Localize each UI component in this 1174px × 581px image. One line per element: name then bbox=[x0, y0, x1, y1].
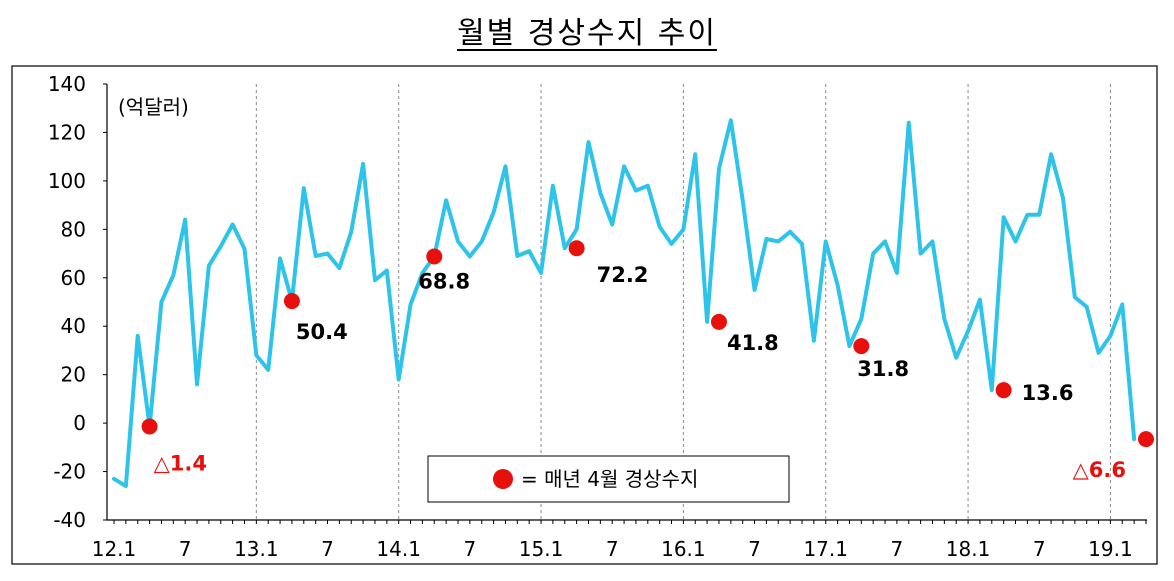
y-tick-label: 120 bbox=[48, 120, 86, 144]
series bbox=[112, 118, 1137, 489]
x-tick-label: 7 bbox=[606, 537, 619, 561]
x-tick-label: 16.1 bbox=[661, 537, 706, 561]
x-tick-label: 17.1 bbox=[803, 537, 848, 561]
y-tick-label: 80 bbox=[61, 217, 86, 241]
x-tick-label: 18.1 bbox=[946, 537, 991, 561]
y-tick-label: -20 bbox=[53, 460, 86, 484]
x-tick-label: 7 bbox=[463, 537, 476, 561]
legend-box bbox=[427, 455, 790, 503]
data-label: 31.8 bbox=[857, 357, 909, 381]
data-label: 72.2 bbox=[597, 263, 649, 287]
unit-label: (억달러) bbox=[118, 95, 189, 119]
chart-title-text: 월별 경상수지 추이 bbox=[457, 16, 717, 51]
data-label: △6.6 bbox=[1073, 458, 1126, 482]
chart-title: 월별 경상수지 추이 bbox=[0, 8, 1174, 52]
highlight-point bbox=[710, 313, 727, 330]
x-tick-label: 15.1 bbox=[519, 537, 564, 561]
highlight-point bbox=[568, 240, 585, 257]
highlight-point bbox=[1138, 431, 1154, 448]
y-tick-label: 40 bbox=[61, 314, 86, 338]
x-tick-label: 14.1 bbox=[376, 537, 421, 561]
x-tick-label: 7 bbox=[321, 537, 334, 561]
y-tick-label: 0 bbox=[73, 411, 86, 435]
x-tick-label: 12.1 bbox=[92, 537, 137, 561]
series-line bbox=[112, 118, 1137, 489]
data-label: 13.6 bbox=[1022, 381, 1074, 405]
highlight-point bbox=[141, 418, 158, 435]
data-label: 68.8 bbox=[418, 269, 470, 293]
legend: = 매년 4월 경상수지 bbox=[427, 455, 790, 503]
x-tick-label: 7 bbox=[1033, 537, 1046, 561]
data-label: △1.4 bbox=[154, 452, 207, 476]
markers: △1.4 50.4 68.8 72.2 41.8 31.8 13.6 △6.6 bbox=[141, 240, 1154, 482]
y-tick-label: 100 bbox=[48, 169, 86, 193]
x-tick-label: 7 bbox=[891, 537, 904, 561]
x-tick-label: 19.1 bbox=[1088, 537, 1133, 561]
data-label: 50.4 bbox=[296, 320, 348, 344]
y-tick-label: 20 bbox=[61, 363, 86, 387]
x-tick-label: 7 bbox=[179, 537, 192, 561]
legend-label: = 매년 4월 경상수지 bbox=[521, 467, 698, 491]
data-label: 41.8 bbox=[727, 331, 779, 355]
gridlines bbox=[255, 84, 1111, 520]
y-tick-label: 60 bbox=[61, 266, 86, 290]
plot-frame bbox=[11, 65, 1158, 565]
highlight-point bbox=[426, 248, 443, 265]
highlight-point bbox=[995, 382, 1012, 399]
legend-marker bbox=[493, 469, 513, 489]
highlight-point bbox=[853, 338, 870, 355]
y-tick-label: 140 bbox=[48, 72, 86, 96]
y-tick-label: -40 bbox=[53, 508, 86, 532]
highlight-point bbox=[283, 293, 300, 310]
x-tick-label: 7 bbox=[748, 537, 761, 561]
x-tick-label: 13.1 bbox=[234, 537, 279, 561]
axes: -40 -20 0 20 40 60 80 100 120 140 12.1 7 13.1 7 14.1 7 1… bbox=[48, 72, 1147, 561]
